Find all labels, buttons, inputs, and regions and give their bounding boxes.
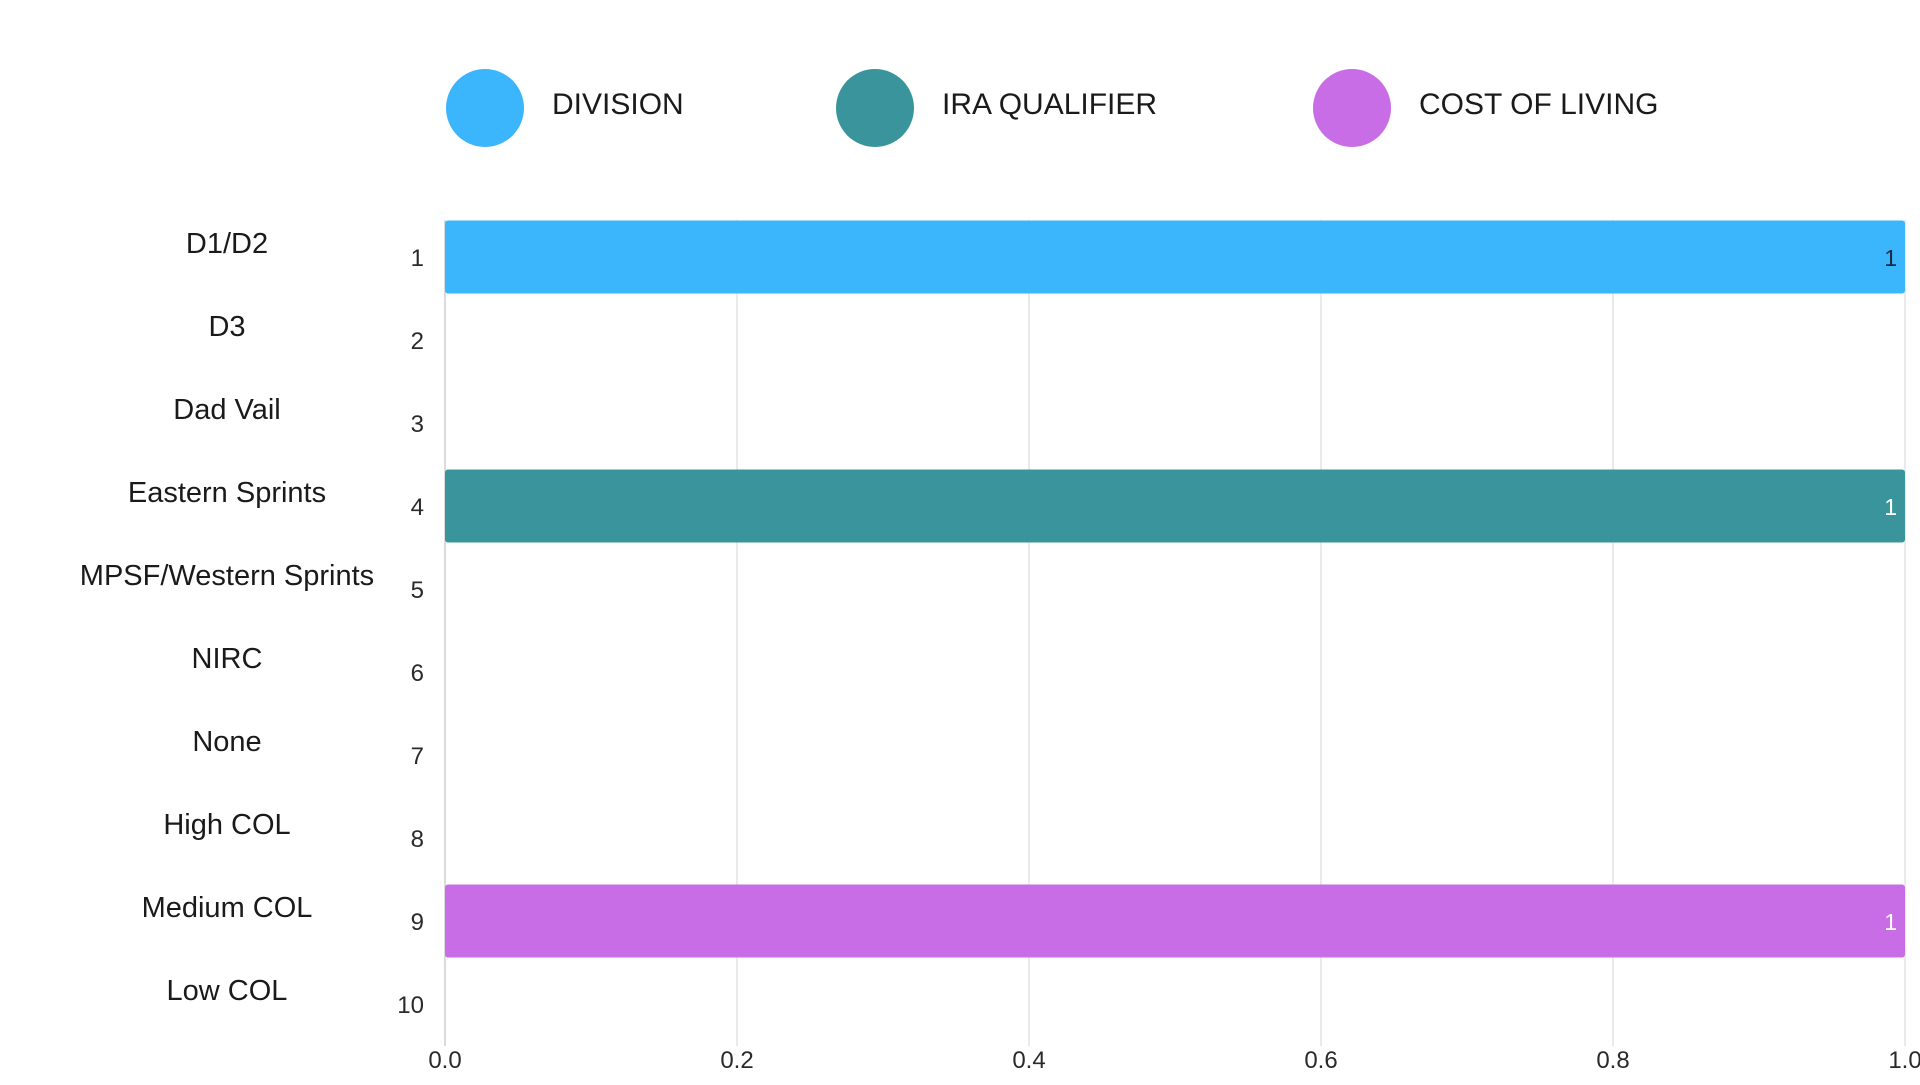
x-tick-label: 0.0 bbox=[428, 1047, 461, 1074]
category-label-d1-d2: D1/D2 bbox=[186, 228, 268, 260]
category-index-label: 1 bbox=[411, 245, 424, 272]
category-label-eastern-sprints: Eastern Sprints bbox=[128, 477, 326, 509]
category-label-mpsf-western-sprints: MPSF/Western Sprints bbox=[80, 560, 374, 592]
category-index-label: 3 bbox=[411, 411, 424, 438]
bar-layer bbox=[445, 220, 1905, 958]
bar-cost-of-living-medium-col bbox=[445, 884, 1905, 958]
category-label-none: None bbox=[192, 726, 261, 758]
category-index-label: 5 bbox=[411, 577, 424, 604]
category-index-label: 8 bbox=[411, 826, 424, 853]
category-index-label: 7 bbox=[411, 743, 424, 770]
label-layer: 0.0 0.2 0.4 0.6 0.8 1.0 D1/D2 1 D3 2 Dad Vail 3 East… bbox=[80, 228, 1920, 1074]
category-label-low-col: Low COL bbox=[167, 975, 288, 1007]
x-tick-label: 0.6 bbox=[1304, 1047, 1337, 1074]
legend-swatch-cost-of-living bbox=[1313, 69, 1391, 147]
category-label-high-col: High COL bbox=[163, 809, 290, 841]
category-label-medium-col: Medium COL bbox=[142, 892, 313, 924]
x-tick-label: 1.0 bbox=[1888, 1047, 1920, 1074]
category-index-label: 4 bbox=[411, 494, 424, 521]
data-label: 1 bbox=[1884, 245, 1897, 271]
category-index-label: 10 bbox=[397, 992, 424, 1019]
category-index-label: 6 bbox=[411, 660, 424, 687]
legend-swatch-ira-qualifier bbox=[836, 69, 914, 147]
category-index-label: 9 bbox=[411, 909, 424, 936]
data-label: 1 bbox=[1884, 909, 1897, 935]
x-tick-label: 0.4 bbox=[1012, 1047, 1045, 1074]
category-index-label: 2 bbox=[411, 328, 424, 355]
category-label-nirc: NIRC bbox=[192, 643, 263, 675]
bar-ira-qualifier-eastern-sprints bbox=[445, 469, 1905, 543]
x-tick-label: 0.2 bbox=[720, 1047, 753, 1074]
bar-division-d1-d2 bbox=[445, 220, 1905, 294]
legend-label-ira-qualifier: IRA QUALIFIER bbox=[942, 88, 1157, 121]
x-tick-label: 0.8 bbox=[1596, 1047, 1629, 1074]
legend: DIVISION IRA QUALIFIER COST OF LIVING bbox=[446, 69, 1659, 147]
legend-label-cost-of-living: COST OF LIVING bbox=[1419, 88, 1659, 121]
category-label-dad-vail: Dad Vail bbox=[173, 394, 280, 426]
legend-label-division: DIVISION bbox=[552, 88, 684, 121]
legend-swatch-division bbox=[446, 69, 524, 147]
data-label: 1 bbox=[1884, 494, 1897, 520]
category-label-d3: D3 bbox=[208, 311, 245, 343]
